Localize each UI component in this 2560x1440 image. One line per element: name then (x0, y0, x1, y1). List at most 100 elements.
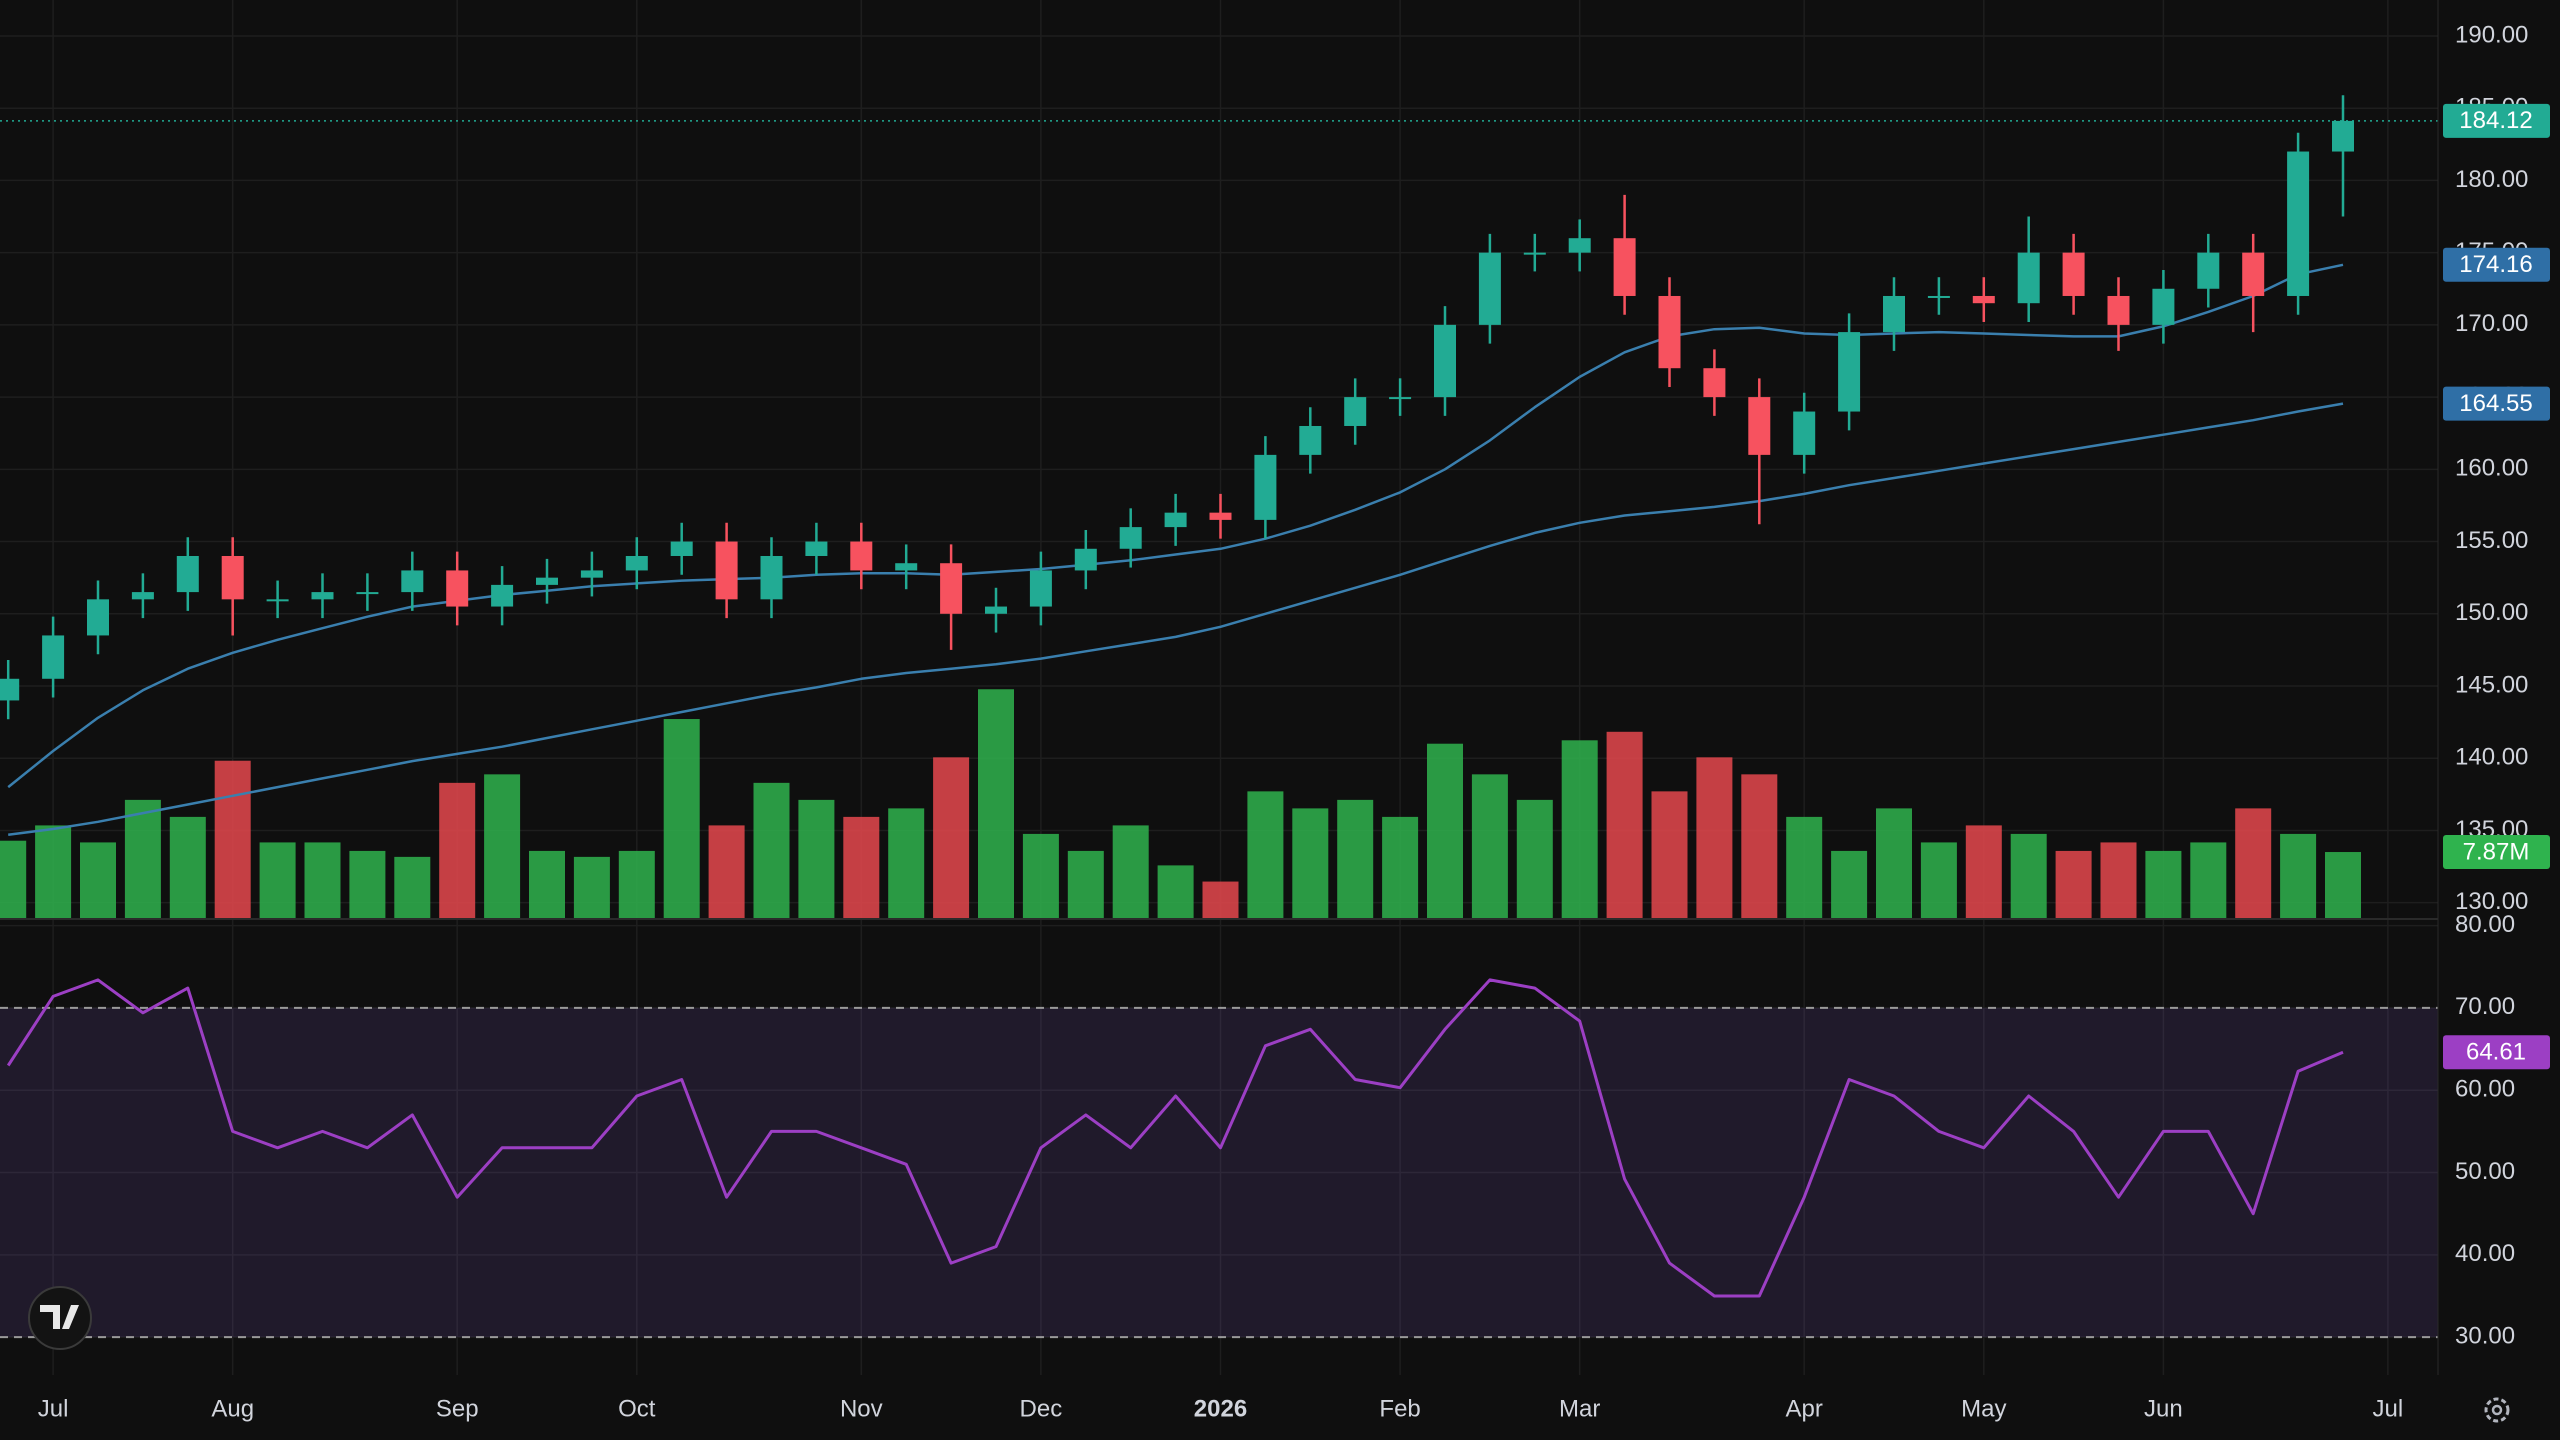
tradingview-logo[interactable] (28, 1286, 92, 1350)
y-tick-label: 150.00 (2455, 599, 2528, 626)
volume-bar (124, 799, 161, 919)
x-tick-label: Mar (1559, 1395, 1600, 1422)
ma-badge: 174.16 (2459, 251, 2532, 278)
volume-bar (888, 808, 925, 919)
candle-body (1254, 454, 1277, 520)
candle-body (221, 555, 244, 600)
volume-bar (214, 760, 251, 919)
candle-body (1389, 397, 1412, 400)
x-tick-label: Sep (436, 1395, 479, 1422)
rsi-line (6, 978, 2344, 1298)
candle-body (985, 606, 1007, 614)
rsi-badge-box (2443, 1035, 2550, 1070)
candle-body (1299, 425, 1322, 455)
volume-bar (1651, 791, 1688, 919)
candle-body (1883, 295, 1905, 333)
volume-layer (0, 689, 2361, 919)
rsi-tick-label: 50.00 (2455, 1158, 2515, 1185)
y-tick-label: 190.00 (2455, 21, 2528, 48)
volume-badge: 7.87M (2463, 838, 2530, 865)
candle-body (1478, 252, 1501, 325)
gear-inner[interactable] (2491, 1404, 2503, 1416)
volume-bar (1382, 816, 1419, 919)
volume-bar (798, 799, 835, 919)
volume-bar (529, 850, 565, 919)
candle-body (2242, 252, 2265, 296)
volume-bar (753, 782, 790, 919)
volume-bar (439, 782, 476, 919)
volume-bar (1786, 816, 1823, 919)
candle-body (895, 563, 918, 571)
y-tick-label: 130.00 (2455, 888, 2528, 915)
moving-average-line (7, 263, 2344, 789)
volume-bar (1292, 808, 1329, 919)
candle-body (2152, 288, 2175, 325)
candle-body (1523, 252, 1546, 255)
candle-body (1748, 397, 1771, 455)
volume-bar (1022, 833, 1059, 919)
x-tick-label: Oct (618, 1395, 656, 1422)
volume-bar (304, 842, 341, 919)
volume-bar (1516, 799, 1553, 919)
volume-bar (1427, 743, 1463, 919)
volume-bar (1741, 774, 1778, 919)
candle-body (1972, 295, 1995, 304)
gear-outer[interactable] (2484, 1397, 2510, 1423)
y-tick-label: 170.00 (2455, 310, 2528, 337)
volume-bar (35, 825, 72, 919)
volume-bar (2055, 850, 2092, 919)
volume-bar (2235, 808, 2272, 919)
settings-button[interactable] (2484, 1397, 2510, 1423)
rsi-badge: 64.61 (2466, 1039, 2526, 1066)
volume-bar (169, 816, 206, 919)
volume-bar (2190, 842, 2227, 919)
grid (0, 0, 2438, 1375)
x-tick-label: Dec (1020, 1395, 1063, 1422)
volume-bar (484, 774, 521, 919)
candle-body (1164, 512, 1187, 528)
volume-bar (1471, 774, 1508, 919)
volume-bar (708, 825, 745, 919)
volume-bar (618, 850, 655, 919)
volume-bar (1247, 791, 1284, 919)
volume-bar (663, 719, 700, 919)
x-tick-label: Jul (38, 1395, 69, 1422)
volume-bar (1337, 799, 1374, 919)
candle-body (1703, 368, 1726, 398)
candle-body (1927, 295, 1950, 298)
x-tick-label: Jul (2373, 1395, 2404, 1422)
volume-bar (2325, 852, 2361, 919)
candle-body (2107, 295, 2130, 325)
candle-body (401, 570, 424, 593)
moving-average-line (8, 402, 2344, 837)
axes-layer: 130.00135.00140.00145.00150.00155.00160.… (38, 21, 2550, 1422)
volume-bar (2145, 850, 2182, 919)
candle-body (2017, 252, 2040, 304)
candle-body (1838, 332, 1861, 412)
y-tick-label: 140.00 (2455, 744, 2528, 771)
last-price-badge-box (2443, 103, 2550, 138)
candle-body (580, 570, 603, 578)
x-tick-label: May (1961, 1395, 2006, 1422)
rsi-tick-label: 70.00 (2455, 993, 2515, 1020)
candle-body (1613, 238, 1636, 296)
rsi-tick-label: 30.00 (2455, 1322, 2515, 1349)
ma-badge-box (2443, 386, 2550, 421)
volume-bar (1920, 842, 1957, 919)
rsi-tick-label: 60.00 (2455, 1076, 2515, 1103)
candle-body (760, 555, 783, 600)
volume-bar (2010, 833, 2047, 919)
logo-mark[interactable] (40, 1305, 79, 1329)
last-price-badge: 184.12 (2459, 107, 2532, 134)
candle-body (536, 577, 558, 585)
candle-body (1119, 527, 1142, 549)
price-layer (0, 95, 2438, 837)
volume-bar (349, 850, 386, 919)
candle-body (1209, 512, 1232, 520)
volume-bar (1202, 881, 1239, 919)
volume-bar (2280, 833, 2317, 919)
y-tick-label: 180.00 (2455, 166, 2528, 193)
candle-body (0, 678, 20, 701)
y-tick-label: 145.00 (2455, 671, 2528, 698)
